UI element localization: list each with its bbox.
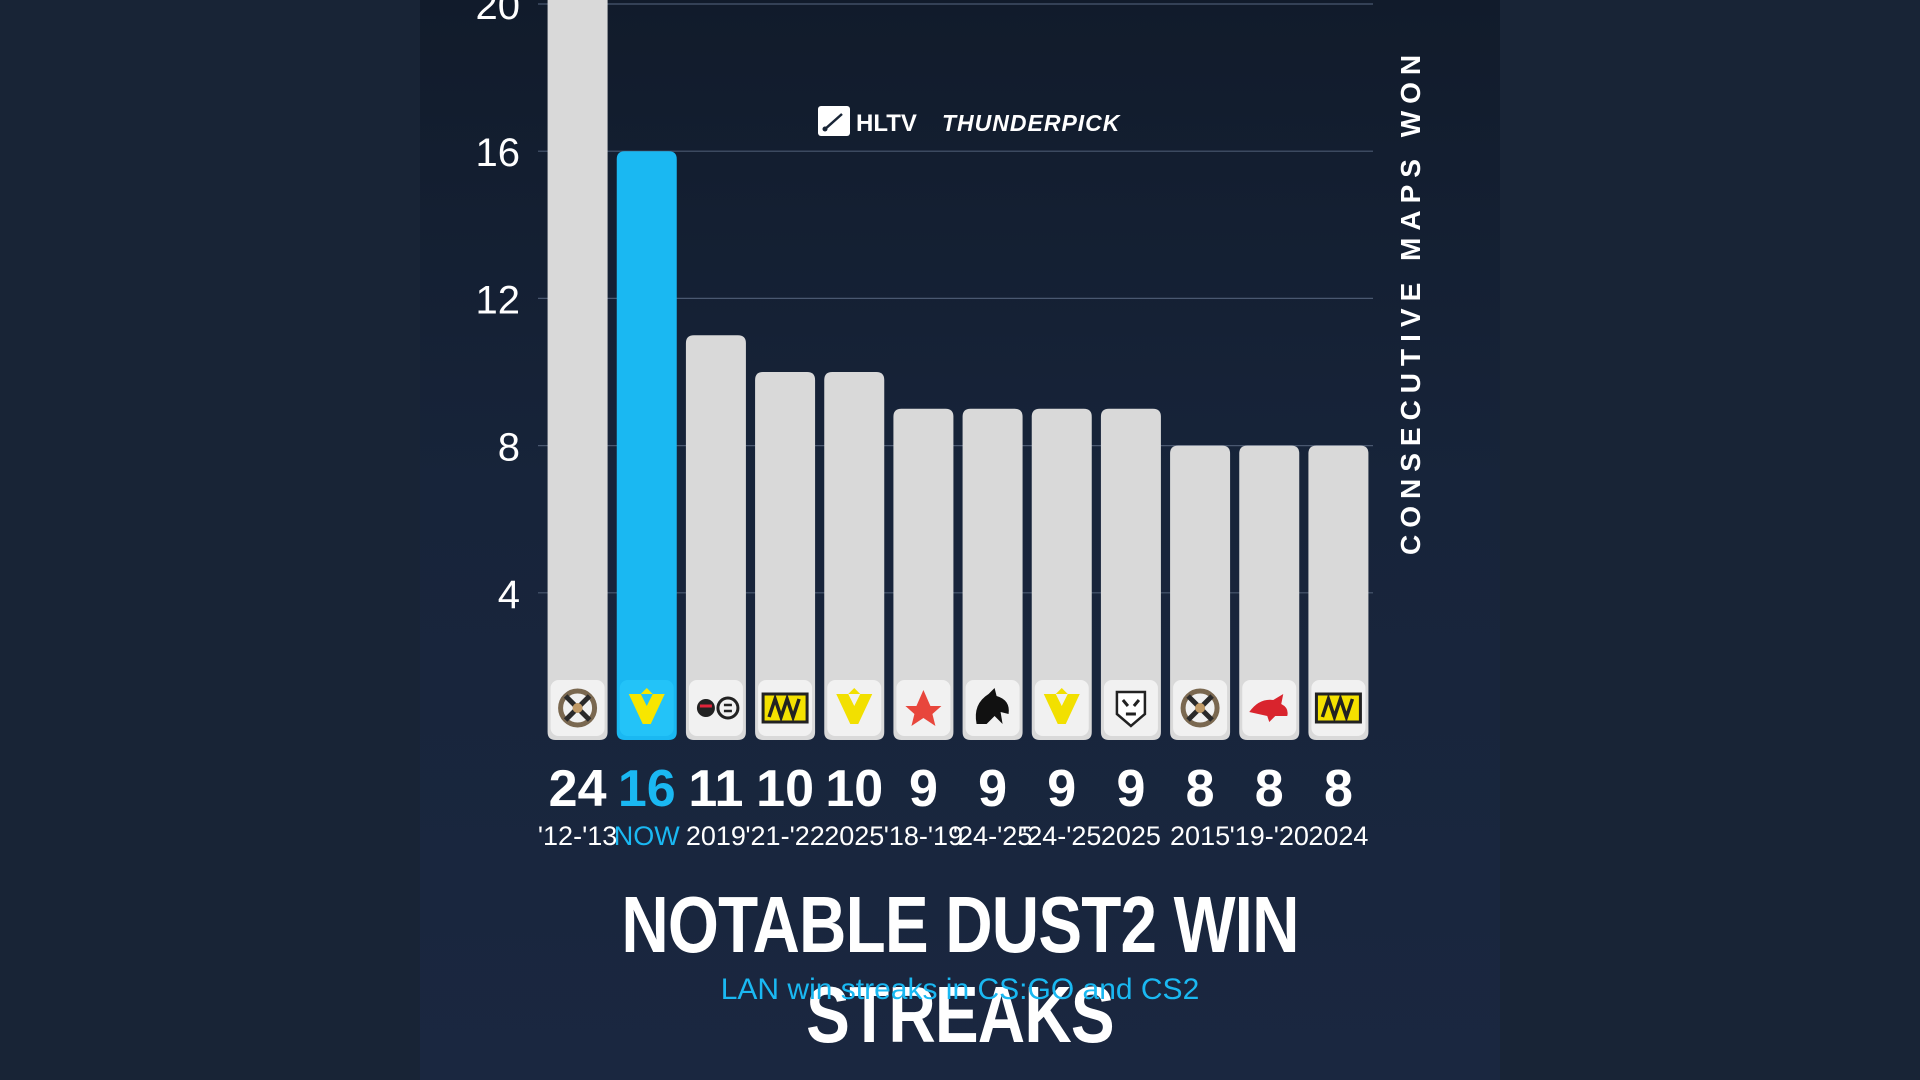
team-icons — [550, 680, 1366, 736]
value-label: 16 — [618, 760, 676, 818]
bar — [1239, 445, 1300, 740]
category-label: '19-'20 — [1230, 821, 1309, 851]
bar — [1308, 445, 1369, 740]
nip-icon — [1180, 688, 1220, 728]
value-label: 8 — [1186, 760, 1215, 818]
bars — [547, 0, 1369, 740]
y-axis-ticks: 4 8 12 16 20 — [476, 0, 521, 617]
category-label: '21-'22 — [745, 821, 824, 851]
category-label: 2025 — [1101, 821, 1161, 851]
bar — [616, 151, 677, 740]
nrg-eg-icon — [696, 696, 740, 720]
value-label: 9 — [909, 760, 938, 818]
value-label: 24 — [549, 760, 607, 818]
astralis-icon — [905, 690, 942, 726]
value-label: 9 — [1116, 760, 1145, 818]
bar — [824, 372, 885, 740]
bar-labels: 24'12-'1316NOW11201910'21-'221020259'18-… — [538, 760, 1369, 851]
category-label: 2025 — [824, 821, 884, 851]
hltv-wordmark: HLTV — [856, 110, 917, 137]
infographic-card: 4 8 12 16 20 24'12-'13 16 NOW 11 2019 10'21-'22 10… — [420, 0, 1500, 1080]
value-label: 10 — [756, 760, 814, 818]
bar — [1031, 408, 1092, 740]
category-label: '18-'19 — [884, 821, 963, 851]
value-label: 8 — [1255, 760, 1284, 818]
g2-icon — [1115, 690, 1147, 728]
value-label: 10 — [825, 760, 883, 818]
y-tick-label: 16 — [476, 131, 521, 175]
y-tick-label: 20 — [476, 0, 521, 28]
vitality-icon — [836, 688, 873, 724]
category-label: 2024 — [1308, 821, 1368, 851]
category-label: '24-'25 — [1022, 821, 1101, 851]
y-tick-label: 8 — [498, 426, 520, 470]
y-tick-label: 12 — [476, 278, 521, 322]
value-label: 9 — [978, 760, 1007, 818]
thunderpick-wordmark: THUNDERPICK — [942, 110, 1121, 136]
icon-plate — [688, 680, 743, 736]
value-label: 11 — [688, 760, 743, 818]
mousesports-icon — [1249, 694, 1288, 722]
navi-icon — [761, 692, 809, 724]
category-label: 2015 — [1170, 821, 1230, 851]
value-label: 9 — [1047, 760, 1076, 818]
y-axis-label: CONSECUTIVE MAPS WON — [1395, 48, 1426, 555]
category-label: 2019 — [686, 821, 746, 851]
grid-lines — [538, 3, 1373, 594]
category-label: '12-'13 — [538, 821, 617, 851]
y-tick-label: 4 — [498, 573, 520, 617]
nip-icon — [558, 688, 598, 728]
spirit-icon — [975, 688, 1009, 724]
bar — [547, 0, 608, 740]
thunderpick-logo: THUNDERPICK — [942, 110, 1121, 136]
value-label: 8 — [1324, 760, 1353, 818]
category-label: NOW — [614, 821, 681, 851]
bar — [1170, 445, 1231, 740]
hltv-logo: HLTV — [818, 106, 917, 137]
sponsor-logos: HLTV THUNDERPICK — [818, 106, 1121, 137]
vitality-icon — [1043, 688, 1080, 724]
bar — [893, 408, 954, 740]
bar — [1100, 408, 1161, 740]
bar — [962, 408, 1023, 740]
bar — [755, 372, 816, 740]
chart-subtitle: LAN win streaks in CS:GO and CS2 — [720, 973, 1200, 1006]
vitality-icon — [628, 688, 665, 724]
category-label: '24-'25 — [953, 821, 1032, 851]
navi-icon — [1314, 692, 1362, 724]
chart-title: NOTABLE DUST2 WIN STREAKS — [621, 880, 1299, 1059]
bar — [685, 335, 746, 740]
